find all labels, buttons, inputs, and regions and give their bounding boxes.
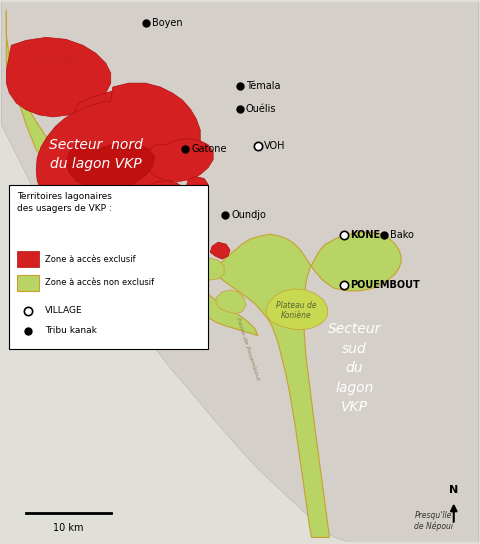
Text: Secteur  nord
du lagon VKP: Secteur nord du lagon VKP (49, 139, 143, 171)
Text: Territoires lagonaires
des usagers de VKP :: Territoires lagonaires des usagers de VK… (17, 193, 112, 213)
FancyBboxPatch shape (17, 275, 39, 291)
Polygon shape (216, 290, 246, 314)
Polygon shape (75, 90, 143, 129)
Text: Zone à accès exclusif: Zone à accès exclusif (45, 255, 136, 264)
Polygon shape (210, 242, 230, 259)
Text: Ouélis: Ouélis (246, 104, 276, 114)
Text: Plateau de
Koniène: Plateau de Koniène (276, 301, 317, 320)
Polygon shape (66, 141, 155, 190)
Polygon shape (196, 258, 224, 280)
Text: Tribu kanak: Tribu kanak (45, 326, 97, 335)
Text: VILLAGE: VILLAGE (45, 306, 83, 316)
Text: 10 km: 10 km (53, 523, 84, 533)
Polygon shape (168, 221, 188, 236)
Polygon shape (6, 10, 258, 336)
Text: Gatone: Gatone (192, 144, 227, 154)
Polygon shape (186, 177, 208, 193)
Text: N: N (449, 485, 458, 494)
Text: VOH: VOH (264, 141, 286, 151)
Text: Zone à accès non exclusif: Zone à accès non exclusif (45, 279, 154, 287)
Text: Bako: Bako (390, 230, 414, 240)
Text: Plateau des
Massacres: Plateau des Massacres (29, 57, 77, 77)
Text: KONE: KONE (350, 230, 381, 240)
Polygon shape (6, 38, 111, 117)
Polygon shape (141, 200, 179, 220)
Text: Passe de Pouembout: Passe de Pouembout (235, 317, 261, 381)
Text: Presqu'île
de Népoui: Presqu'île de Népoui (414, 511, 454, 530)
Text: Témala: Témala (246, 81, 280, 91)
FancyBboxPatch shape (9, 184, 208, 349)
Text: Secteur
sud
du
lagon
VKP: Secteur sud du lagon VKP (328, 323, 381, 415)
Text: Boyen: Boyen (152, 18, 182, 28)
Polygon shape (195, 232, 401, 537)
Polygon shape (266, 289, 327, 330)
Polygon shape (144, 181, 186, 205)
FancyBboxPatch shape (17, 251, 39, 267)
Text: Oundjo: Oundjo (231, 211, 266, 220)
Polygon shape (36, 83, 200, 214)
Polygon shape (146, 139, 213, 182)
Text: POUEMBOUT: POUEMBOUT (350, 280, 420, 290)
